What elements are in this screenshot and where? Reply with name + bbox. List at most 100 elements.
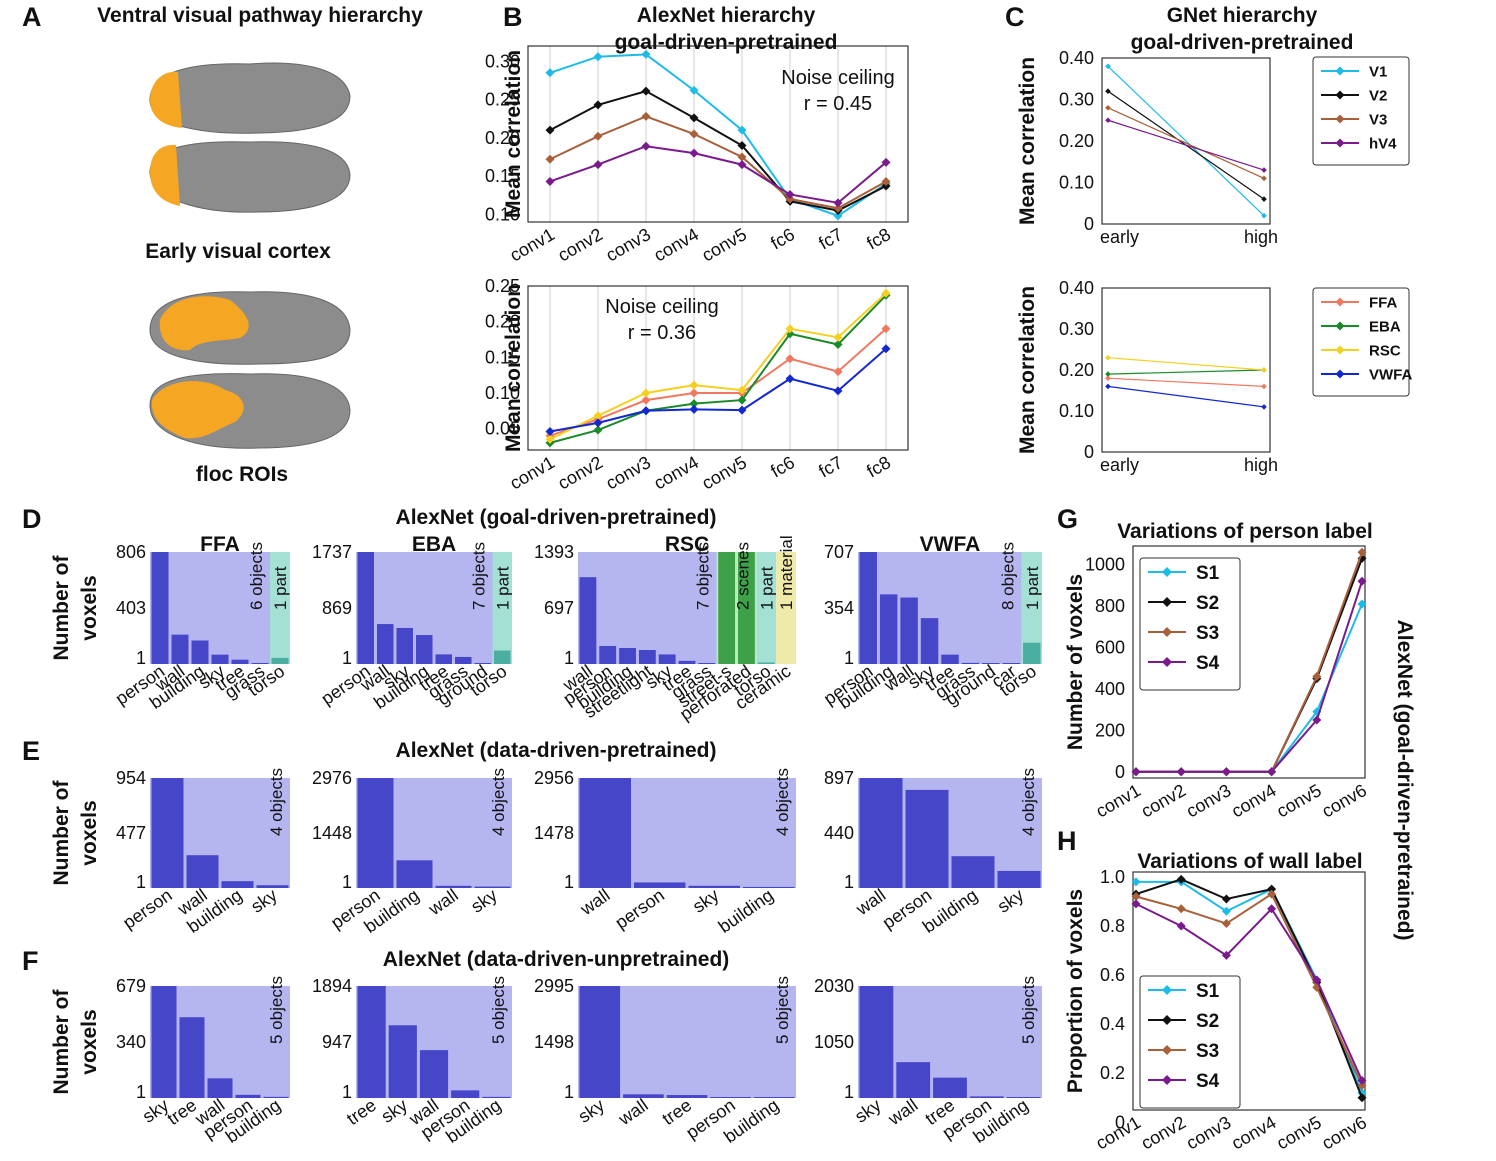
legend-marker-FFA — [1335, 297, 1345, 307]
data-point-V1 — [833, 211, 843, 221]
panel-letter-b: B — [503, 2, 523, 32]
bar-building — [743, 886, 795, 888]
data-point-FFA — [881, 324, 891, 334]
bar-sky — [579, 986, 621, 1098]
x-tick-label: conv3 — [1183, 1112, 1235, 1153]
data-point-V2 — [689, 113, 699, 123]
data-point-hV4 — [545, 176, 555, 186]
y-tick-label: 1 — [136, 648, 146, 668]
x-tick-label: conv2 — [554, 452, 606, 493]
legend-box — [1139, 557, 1241, 691]
plot-frame — [1101, 287, 1271, 453]
data-point-S3 — [1267, 889, 1277, 899]
group-label: 4 objects — [773, 768, 792, 836]
bar-torso — [757, 662, 775, 664]
data-point-S4 — [1312, 975, 1322, 985]
bar-building — [619, 647, 636, 664]
data-point-FFA — [689, 388, 699, 398]
bar-person — [859, 552, 877, 664]
data-point-hV4 — [593, 160, 603, 170]
x-tick-label: conv4 — [650, 224, 702, 265]
data-point-RSC — [1105, 354, 1111, 361]
bar-streetlight — [638, 650, 656, 664]
bar-grass — [961, 662, 980, 664]
data-point-RSC — [689, 380, 699, 390]
series-line-S4 — [1135, 902, 1363, 1081]
data-point-RSC — [881, 288, 891, 298]
legend-label-S1: S1 — [1196, 563, 1220, 584]
bar-tree — [941, 654, 959, 664]
data-point-VWFA — [881, 344, 891, 354]
x-tick-label: conv6 — [1318, 780, 1370, 821]
data-point-hV4 — [881, 157, 891, 167]
y-tick-label: 0 — [1115, 762, 1125, 782]
chart-subtitle: goal-driven-pretrained — [615, 31, 838, 54]
legend-label-EBA: EBA — [1369, 318, 1401, 335]
roi-title: FFA — [200, 533, 240, 556]
legend-label-S3: S3 — [1196, 623, 1219, 644]
bar-person — [151, 778, 184, 888]
y-tick-label: 1894 — [312, 976, 352, 996]
group-region — [150, 552, 270, 664]
data-point-S4 — [1176, 921, 1186, 931]
x-tick-label: conv2 — [1138, 1112, 1190, 1153]
legend-box — [1312, 56, 1410, 166]
series-line-RSC — [1107, 357, 1265, 371]
chart-title: AlexNet hierarchy — [637, 4, 816, 27]
group-label: 5 objects — [1019, 976, 1038, 1044]
legend-marker-S1 — [1162, 985, 1172, 995]
bar-tree — [179, 1017, 205, 1098]
legend-marker-hV4 — [1335, 138, 1345, 148]
group-region — [270, 552, 290, 664]
brain-early-bottom — [149, 141, 351, 213]
y-tick-label: 0.40 — [1059, 48, 1094, 68]
data-point-hV4 — [833, 198, 843, 208]
bar-person — [357, 552, 374, 664]
bar-wall — [623, 1094, 664, 1098]
y-tick-label: 477 — [116, 823, 146, 843]
data-point-VWFA — [833, 386, 843, 396]
x-tick-label: conv3 — [602, 452, 654, 493]
group-label: 1 material — [777, 535, 796, 610]
x-tick-label: wall — [424, 885, 462, 920]
group-label: 7 objects — [470, 542, 489, 610]
data-point-V1 — [545, 68, 555, 78]
x-tick-label: conv5 — [1273, 780, 1325, 821]
y-tick-label: 1050 — [814, 1032, 854, 1052]
data-point-S3 — [1357, 1080, 1367, 1090]
x-tick-label: conv3 — [1183, 780, 1235, 821]
y-tick-label: 0.10 — [485, 383, 520, 403]
data-point-V2 — [641, 86, 651, 96]
data-point-S2 — [1267, 884, 1277, 894]
bar-building — [191, 640, 209, 664]
legend-box — [1312, 287, 1410, 397]
bar-wall — [171, 634, 189, 664]
series-line-S4 — [1136, 580, 1363, 773]
y-tick-label: 897 — [824, 768, 854, 788]
group-region — [578, 552, 717, 664]
y-tick-label: 1 — [342, 872, 352, 892]
bar-car — [1002, 663, 1021, 664]
chart-title: Variations of wall label — [1137, 850, 1362, 873]
x-tick-label: fc6 — [767, 452, 798, 481]
group-label: 5 objects — [267, 976, 286, 1044]
group-region — [492, 552, 512, 664]
legend-label-VWFA: VWFA — [1369, 366, 1412, 383]
legend-label-S4: S4 — [1196, 653, 1220, 674]
y-axis-label: voxels — [78, 800, 101, 865]
row-title: AlexNet (data-driven-pretrained) — [396, 739, 717, 762]
legend-label-FFA: FFA — [1369, 294, 1397, 311]
x-tick-label: fc7 — [815, 224, 846, 253]
data-point-V2 — [545, 125, 555, 135]
bar-person — [235, 1094, 261, 1098]
panel-letter-f: F — [22, 946, 39, 976]
legend-label-RSC: RSC — [1369, 342, 1401, 359]
legend-marker-S4 — [1162, 657, 1172, 667]
y-tick-label: 0.20 — [485, 312, 520, 332]
bar-wall — [859, 778, 903, 888]
data-point-VWFA — [1261, 404, 1267, 410]
bar-perforated — [738, 552, 755, 664]
panel-letter-c: C — [1005, 2, 1025, 32]
noise-ceiling-value: r = 0.45 — [804, 93, 872, 115]
row-title: AlexNet (data-driven-unpretrained) — [383, 948, 730, 971]
